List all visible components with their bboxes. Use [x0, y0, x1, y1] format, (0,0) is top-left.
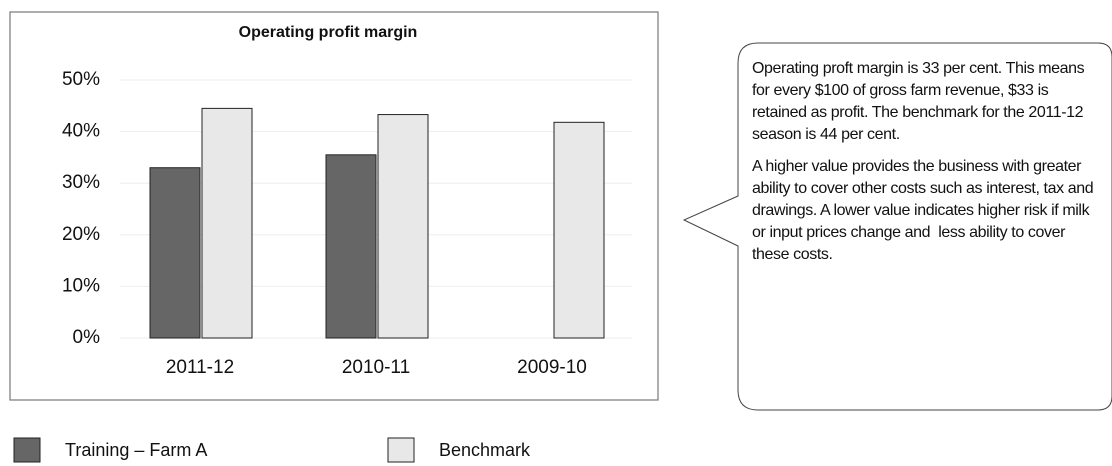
y-tick-label: 40%	[62, 121, 100, 142]
y-tick-label: 30%	[62, 172, 100, 193]
y-tick-label: 50%	[62, 69, 100, 90]
callout-bubble	[682, 42, 1112, 411]
bar	[325, 154, 377, 339]
bar	[201, 107, 253, 339]
callout-text: A higher value provides the business wit…	[752, 158, 1098, 263]
callout-text: Operating proft margin is 33 per cent. T…	[752, 60, 1089, 143]
legend-swatch	[387, 437, 415, 463]
legend-label: Training – Farm A	[65, 440, 207, 460]
x-tick-label: 2009-10	[517, 357, 587, 378]
y-tick-label: 10%	[62, 275, 100, 296]
y-tick-label: 20%	[62, 224, 100, 245]
bar	[149, 167, 201, 339]
callout: Operating proft margin is 33 per cent. T…	[752, 58, 1102, 276]
bar	[377, 114, 429, 339]
chart-title: Operating profit margin	[239, 24, 418, 41]
legend-swatch	[13, 437, 41, 463]
legend-label: Benchmark	[439, 440, 531, 460]
y-tick-label: 0%	[73, 327, 101, 348]
bar	[553, 121, 605, 339]
x-tick-label: 2011-12	[166, 357, 234, 378]
x-tick-label: 2010-11	[342, 357, 410, 378]
